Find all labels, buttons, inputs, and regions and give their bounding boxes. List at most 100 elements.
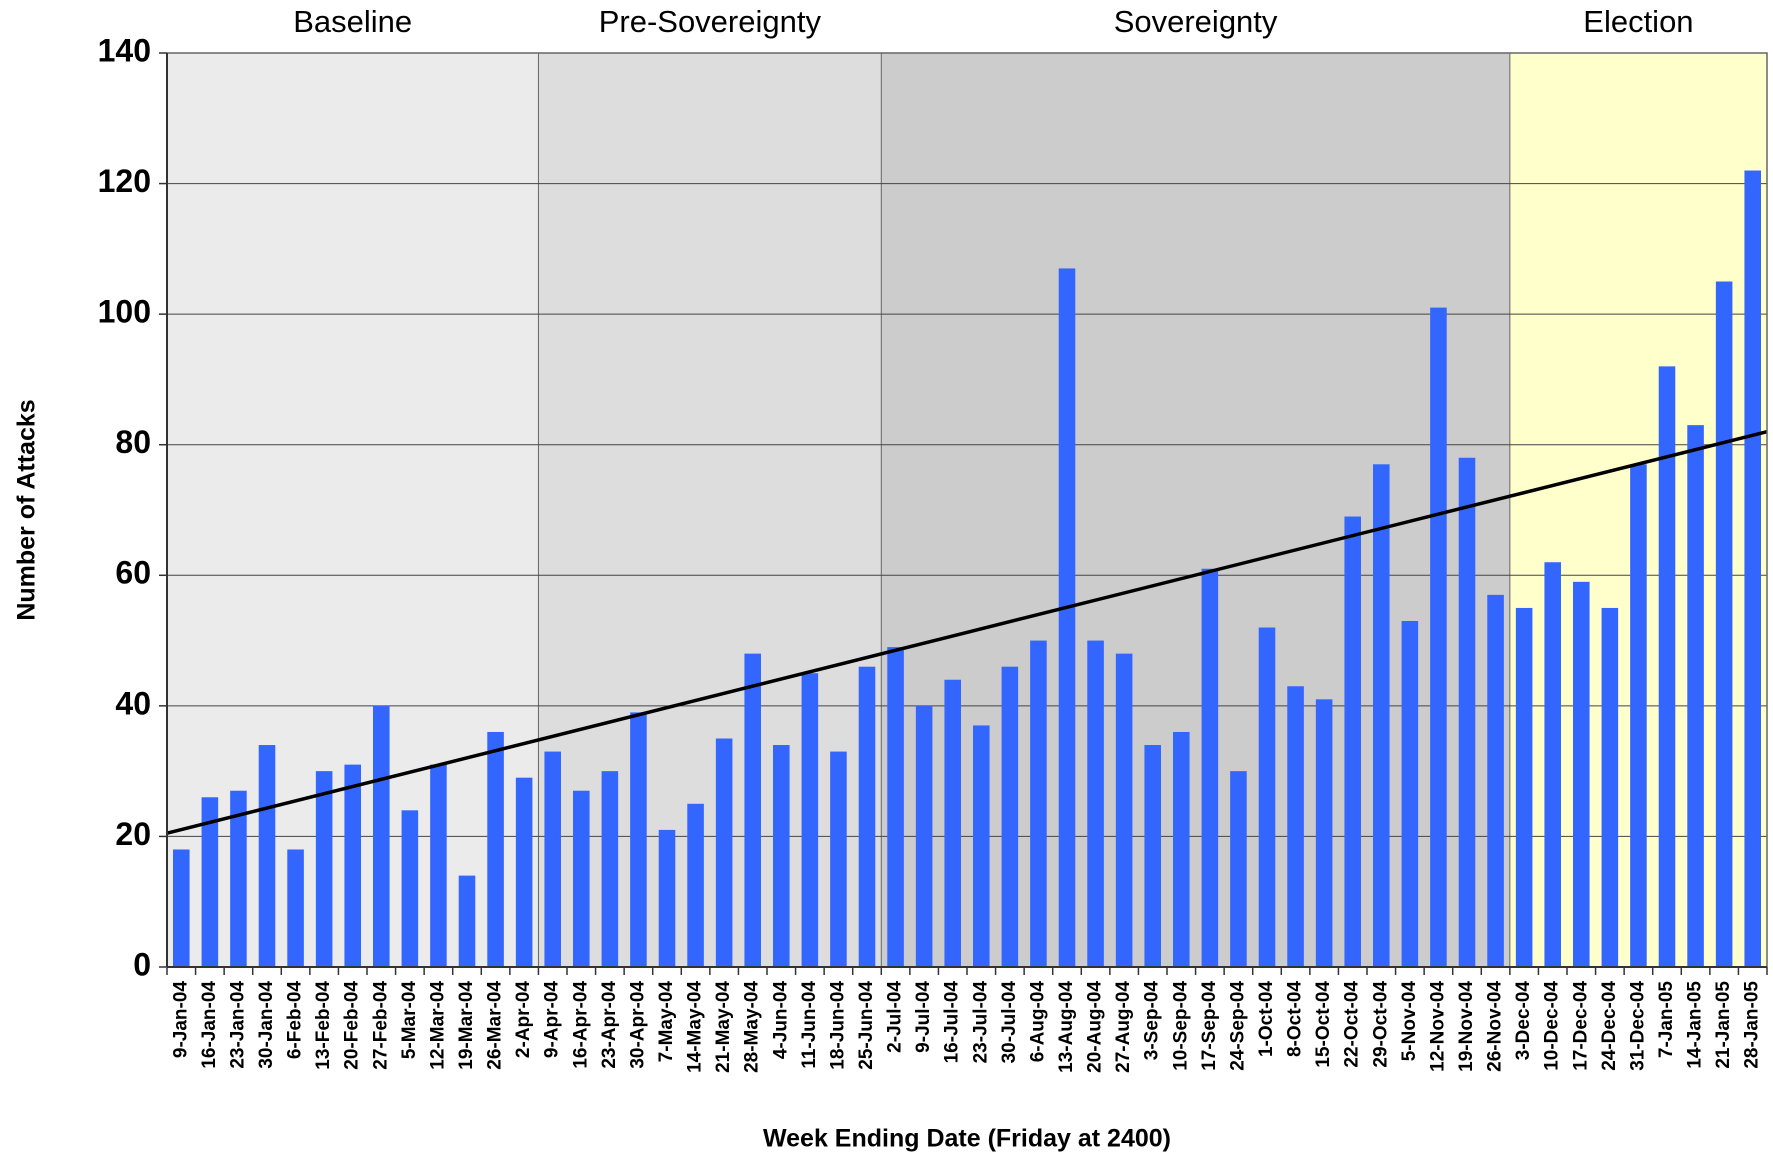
- bar: [1058, 268, 1076, 967]
- x-tick-label: 20-Feb-04: [342, 981, 363, 1070]
- bar: [1001, 666, 1019, 967]
- y-tick-label: 40: [115, 685, 151, 721]
- x-tick-label: 19-Mar-04: [456, 981, 477, 1070]
- bar: [1487, 594, 1504, 967]
- bar: [1630, 464, 1647, 967]
- region-background: [538, 53, 882, 967]
- bar: [858, 666, 876, 967]
- x-tick-label: 10-Sep-04: [1170, 981, 1191, 1071]
- x-tick-label: 7-Jan-05: [1656, 981, 1677, 1059]
- bar: [201, 797, 219, 967]
- bar: [687, 803, 704, 967]
- x-tick-label: 20-Aug-04: [1085, 981, 1106, 1073]
- bar: [515, 777, 533, 967]
- x-tick-label: 13-Feb-04: [313, 981, 334, 1070]
- x-tick-label: 6-Feb-04: [285, 981, 306, 1060]
- x-tick-label: 31-Dec-04: [1627, 981, 1648, 1071]
- y-tick-label: 0: [133, 946, 151, 982]
- x-tick-label: 25-Jun-04: [856, 981, 877, 1070]
- x-tick-label: 3-Sep-04: [1142, 981, 1163, 1061]
- bar: [1030, 640, 1047, 967]
- bar: [1315, 699, 1333, 967]
- x-tick-label: 3-Dec-04: [1513, 981, 1534, 1061]
- bar: [287, 849, 304, 967]
- bar: [887, 647, 904, 967]
- x-tick-label: 23-Jul-04: [970, 981, 991, 1064]
- x-tick-label: 29-Oct-04: [1370, 981, 1391, 1068]
- x-tick-label: 23-Apr-04: [599, 981, 620, 1069]
- x-tick-label: 2-Jul-04: [885, 981, 906, 1053]
- x-tick-label: 6-Aug-04: [1027, 981, 1048, 1063]
- bar: [344, 764, 361, 967]
- x-tick-label: 13-Aug-04: [1056, 981, 1077, 1073]
- bar: [1544, 562, 1561, 967]
- x-tick-label: 18-Jun-04: [827, 981, 848, 1070]
- x-axis-title: Week Ending Date (Friday at 2400): [763, 1125, 1171, 1153]
- bar: [1201, 568, 1219, 967]
- x-tick-label: 30-Apr-04: [627, 981, 648, 1069]
- x-tick-label: 12-Nov-04: [1427, 981, 1448, 1072]
- bar: [1573, 581, 1590, 967]
- x-tick-label: 22-Oct-04: [1342, 981, 1363, 1068]
- bar: [1115, 653, 1133, 967]
- x-tick-label: 21-Jan-05: [1713, 981, 1734, 1069]
- bar: [1601, 607, 1619, 967]
- bar: [1230, 771, 1247, 967]
- bar: [1515, 607, 1533, 967]
- x-tick-label: 5-Nov-04: [1399, 981, 1420, 1062]
- bar: [1430, 307, 1447, 968]
- x-tick-label: 14-May-04: [685, 981, 706, 1073]
- x-tick-label: 9-Jul-04: [913, 981, 934, 1053]
- bar: [1258, 627, 1276, 967]
- x-tick-label: 26-Mar-04: [485, 981, 506, 1070]
- bar: [658, 829, 676, 967]
- bar: [744, 653, 761, 967]
- region-label: Sovereignty: [1114, 4, 1278, 39]
- x-tick-label: 21-May-04: [713, 981, 734, 1073]
- bar: [373, 705, 390, 967]
- bar: [801, 673, 819, 967]
- bar: [487, 731, 504, 967]
- x-tick-label: 19-Nov-04: [1456, 981, 1477, 1072]
- y-tick-label: 60: [115, 555, 151, 591]
- bar: [1173, 731, 1190, 967]
- bar: [173, 849, 190, 967]
- bar: [1458, 457, 1476, 967]
- x-tick-label: 23-Jan-04: [227, 981, 248, 1069]
- bar: [630, 712, 647, 967]
- region-label: Pre-Sovereignty: [599, 4, 822, 39]
- x-tick-label: 11-Jun-04: [799, 981, 820, 1069]
- x-tick-label: 4-Jun-04: [770, 981, 791, 1060]
- x-tick-label: 16-Jan-04: [199, 981, 220, 1069]
- y-tick-label: 20: [115, 816, 151, 852]
- x-tick-label: 12-Mar-04: [427, 981, 448, 1070]
- bar: [573, 790, 590, 967]
- x-tick-label: 7-May-04: [656, 981, 677, 1063]
- bar: [430, 764, 447, 967]
- bar: [915, 705, 933, 967]
- bar: [973, 725, 990, 967]
- bar: [1373, 464, 1390, 967]
- bar: [1344, 516, 1361, 967]
- x-tick-label: 15-Oct-04: [1313, 981, 1334, 1068]
- x-tick-label: 16-Apr-04: [570, 981, 591, 1069]
- x-tick-label: 14-Jan-05: [1685, 981, 1706, 1069]
- x-tick-label: 2-Apr-04: [513, 981, 534, 1059]
- bar: [1715, 281, 1733, 967]
- x-tick-label: 27-Feb-04: [370, 981, 391, 1070]
- x-tick-label: 24-Dec-04: [1599, 981, 1620, 1071]
- bar: [458, 875, 476, 967]
- bar: [1658, 366, 1676, 967]
- bar: [1144, 745, 1161, 967]
- bar: [544, 751, 561, 967]
- y-tick-label: 140: [98, 32, 151, 68]
- x-tick-label: 27-Aug-04: [1113, 981, 1134, 1073]
- bar: [401, 810, 419, 967]
- y-tick-label: 80: [115, 424, 151, 460]
- bar: [1744, 170, 1761, 967]
- x-tick-label: 28-Jan-05: [1742, 981, 1763, 1069]
- bar: [315, 771, 333, 967]
- x-tick-label: 8-Oct-04: [1285, 981, 1306, 1057]
- bar: [773, 745, 790, 967]
- bar: [715, 738, 733, 967]
